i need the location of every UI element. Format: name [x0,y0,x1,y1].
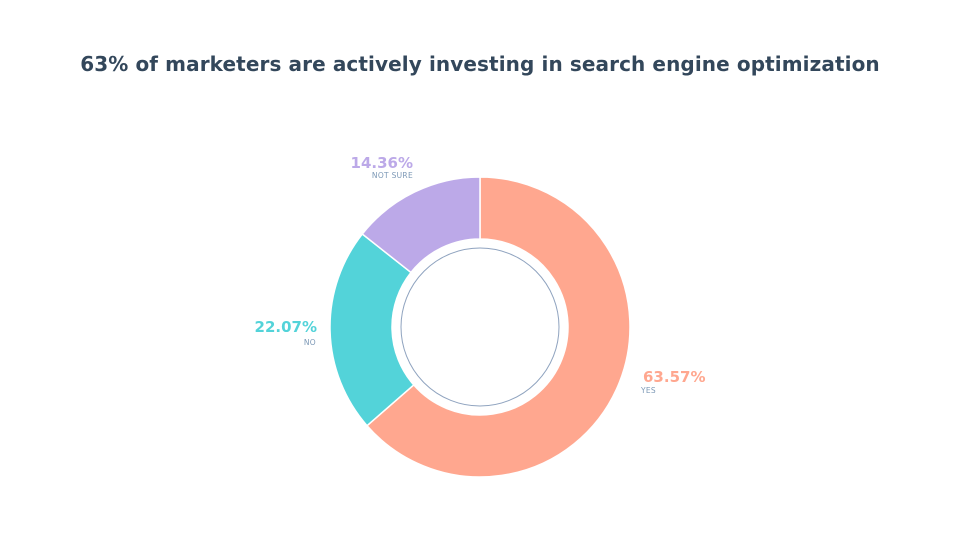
category-label-yes: YES [640,386,656,395]
slice-yes [365,176,631,478]
slice-no [329,232,415,427]
category-label-not-sure: NOT SURE [372,171,413,180]
slice-not-sure [361,176,481,274]
donut-inner-ring [400,247,560,407]
donut-slices [329,176,631,478]
value-label-no: 22.07% [255,318,317,336]
slice-labels: 63.57%YES 22.07% NO 14.36%NOT SURE [255,154,706,395]
value-label-yes: 63.57% [643,368,705,386]
chart-title: 63% of marketers are actively investing … [80,52,880,76]
category-label-no: NO [304,338,316,347]
value-label-not-sure: 14.36% [351,154,413,172]
